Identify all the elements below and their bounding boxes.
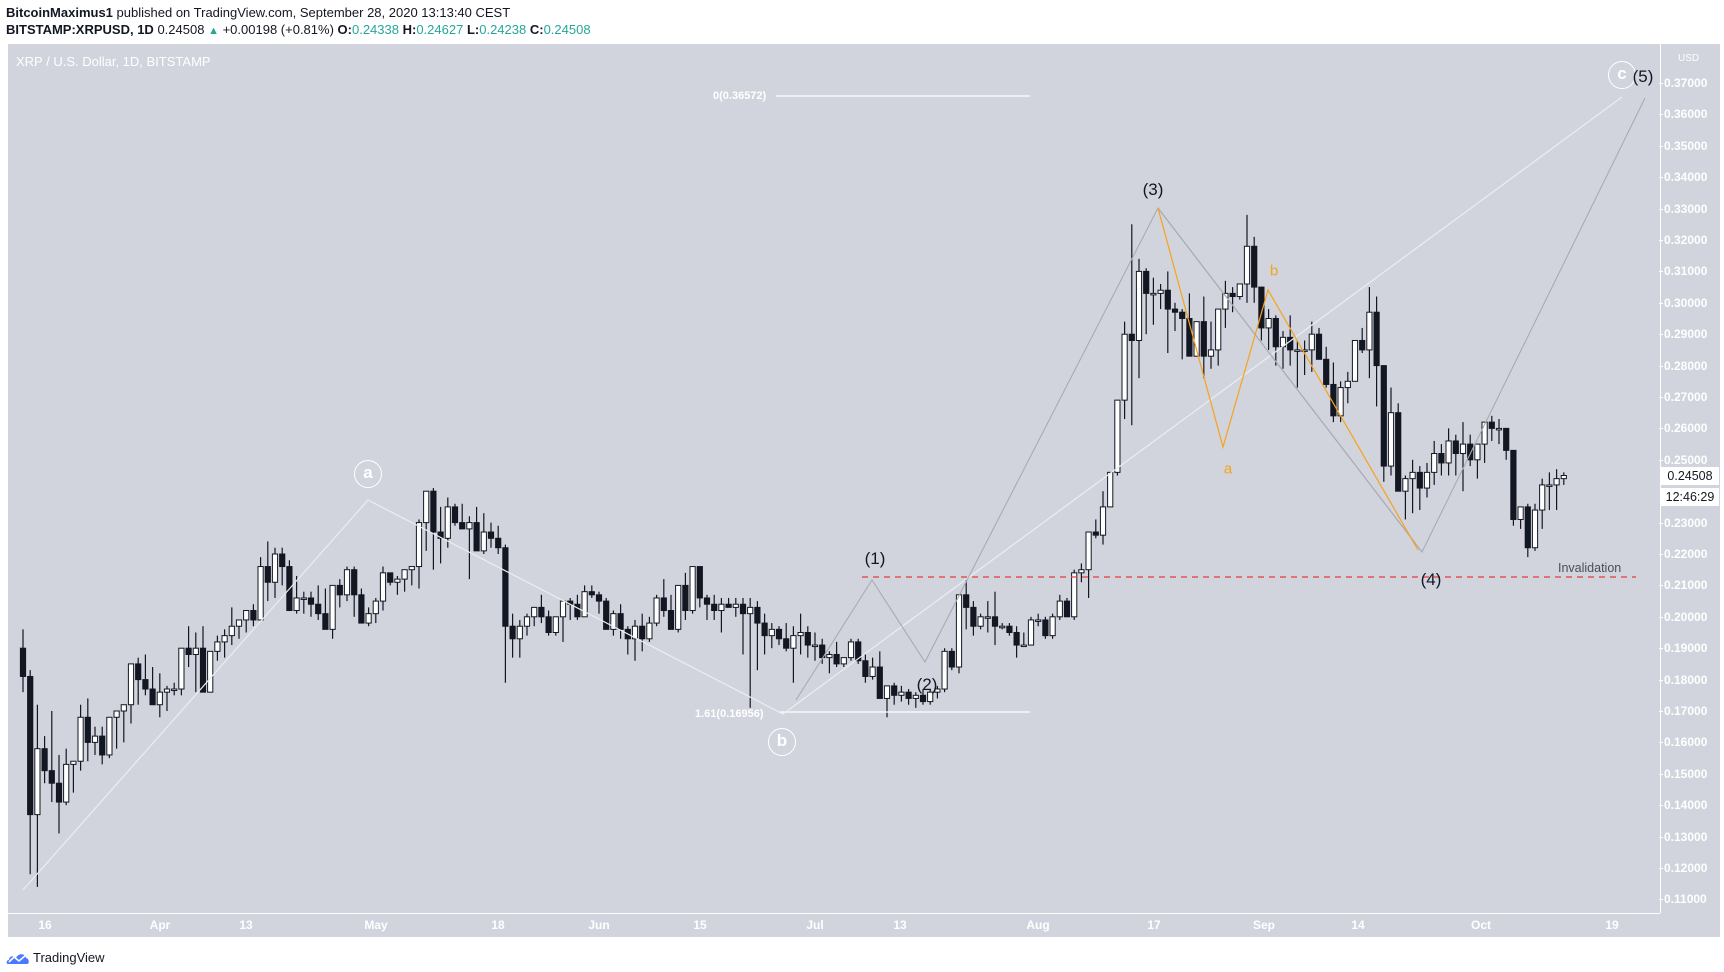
price-tick-label: 0.13000 xyxy=(1658,829,1708,844)
time-tick-label: 19 xyxy=(1605,918,1619,932)
fib-zero-label: 0(0.36572) xyxy=(713,90,767,102)
open-label: O: xyxy=(337,22,352,37)
wave-4-label: (4) xyxy=(1420,570,1442,589)
time-tick-label: Oct xyxy=(1470,918,1492,932)
high-value: 0.24627 xyxy=(416,22,464,37)
time-tick-label: 18 xyxy=(491,918,505,932)
price-tick-label: 0.12000 xyxy=(1658,861,1708,875)
impulse-wave-path xyxy=(795,97,1646,701)
price-axis[interactable] xyxy=(1660,44,1721,913)
time-tick-label: Jun xyxy=(588,918,610,932)
wave-b-circle: b xyxy=(768,728,796,756)
price-tick-label: 0.18000 xyxy=(1658,672,1708,687)
up-arrow-icon: ▲ xyxy=(208,25,219,37)
sub-wave-b-label: b xyxy=(1269,262,1279,280)
close-label: C: xyxy=(529,22,544,37)
wave-3-to-4-line xyxy=(1157,207,1423,553)
last-price: 0.24508 xyxy=(157,22,205,37)
price-tick-label: 0.29000 xyxy=(1658,327,1708,342)
candlestick-series xyxy=(19,214,1567,887)
author-name[interactable]: BitcoinMaximus1 xyxy=(6,5,113,20)
tradingview-brand: TradingView xyxy=(33,950,105,965)
low-label: L: xyxy=(466,22,480,37)
fib-161-label: 1.61(0.16956) xyxy=(695,708,764,720)
low-value: 0.24238 xyxy=(479,22,527,37)
close-value: 0.24508 xyxy=(543,22,591,37)
price-tick-label: 0.17000 xyxy=(1658,704,1708,718)
price-tick-label: 0.23000 xyxy=(1658,515,1708,530)
price-tick-label: 0.27000 xyxy=(1658,390,1708,404)
time-tick-label: Jul xyxy=(806,918,824,932)
current-price-tag: 0.24508 xyxy=(1661,467,1719,485)
time-tick-label: 13 xyxy=(239,918,253,932)
price-tick-label: 0.32000 xyxy=(1658,233,1708,247)
sub-wave-abc-path xyxy=(1157,207,1419,551)
time-tick-label: May xyxy=(364,918,388,932)
symbol-info: BITSTAMP:XRPUSD, 1D 0.24508 ▲ +0.00198 (… xyxy=(6,22,591,37)
price-tick-label: 0.19000 xyxy=(1658,641,1708,656)
time-tick-label: Sep xyxy=(1252,918,1276,932)
wave-c-circle: c xyxy=(1608,61,1636,89)
publish-info: BitcoinMaximus1 published on TradingView… xyxy=(6,5,510,20)
high-label: H: xyxy=(402,22,417,37)
open-value: 0.24338 xyxy=(351,22,399,37)
time-tick-label: 17 xyxy=(1147,918,1161,932)
tradingview-logo[interactable]: TradingView xyxy=(6,950,105,965)
price-tick-label: 0.14000 xyxy=(1658,798,1708,813)
symbol-label: BITSTAMP:XRPUSD, 1D xyxy=(6,22,154,37)
wave-1-label: (1) xyxy=(864,549,886,568)
wave-a-circle: a xyxy=(354,460,382,488)
wave-2-label: (2) xyxy=(916,675,938,694)
currency-label: USD xyxy=(1678,53,1700,64)
price-tick-label: 0.35000 xyxy=(1658,138,1708,153)
price-tick-label: 0.26000 xyxy=(1658,421,1708,436)
price-change: +0.00198 (+0.81%) xyxy=(222,22,334,37)
sub-wave-a-label: a xyxy=(1223,460,1233,478)
price-tick-label: 0.36000 xyxy=(1658,107,1708,122)
bar-countdown: 12:46:29 xyxy=(1661,488,1719,506)
chart-symbol-title: XRP / U.S. Dollar, 1D, BITSTAMP xyxy=(16,54,211,69)
price-tick-label: 0.34000 xyxy=(1658,170,1708,185)
chart-pane[interactable] xyxy=(8,44,1720,937)
price-tick-label: 0.33000 xyxy=(1658,201,1708,216)
time-tick-label: 15 xyxy=(693,918,707,932)
tradingview-cloud-icon xyxy=(6,953,29,964)
price-tick-label: 0.22000 xyxy=(1658,547,1708,561)
wave-5-label: (5) xyxy=(1632,67,1654,86)
price-tick-label: 0.20000 xyxy=(1658,609,1708,624)
price-tick-label: 0.31000 xyxy=(1658,264,1708,279)
time-tick-label: Apr xyxy=(149,918,171,932)
price-tick-label: 0.16000 xyxy=(1658,735,1708,750)
price-tick-label: 0.15000 xyxy=(1658,766,1708,781)
invalidation-label: Invalidation xyxy=(1558,561,1622,575)
time-axis[interactable] xyxy=(8,913,1660,938)
published-text: published on TradingView.com, September … xyxy=(116,5,511,20)
price-tick-label: 0.11000 xyxy=(1659,892,1707,907)
time-tick-label: 14 xyxy=(1351,918,1365,932)
time-tick-label: 13 xyxy=(893,918,907,932)
time-tick-label: 16 xyxy=(38,918,52,932)
time-tick-label: Aug xyxy=(1026,918,1050,932)
price-tick-label: 0.37000 xyxy=(1658,76,1708,90)
price-tick-label: 0.28000 xyxy=(1658,358,1708,373)
price-tick-label: 0.30000 xyxy=(1658,295,1708,310)
abc-correction-path xyxy=(22,96,1623,891)
price-tick-label: 0.25000 xyxy=(1658,452,1708,467)
price-tick-label: 0.21000 xyxy=(1658,578,1708,593)
wave-3-label: (3) xyxy=(1142,180,1164,199)
